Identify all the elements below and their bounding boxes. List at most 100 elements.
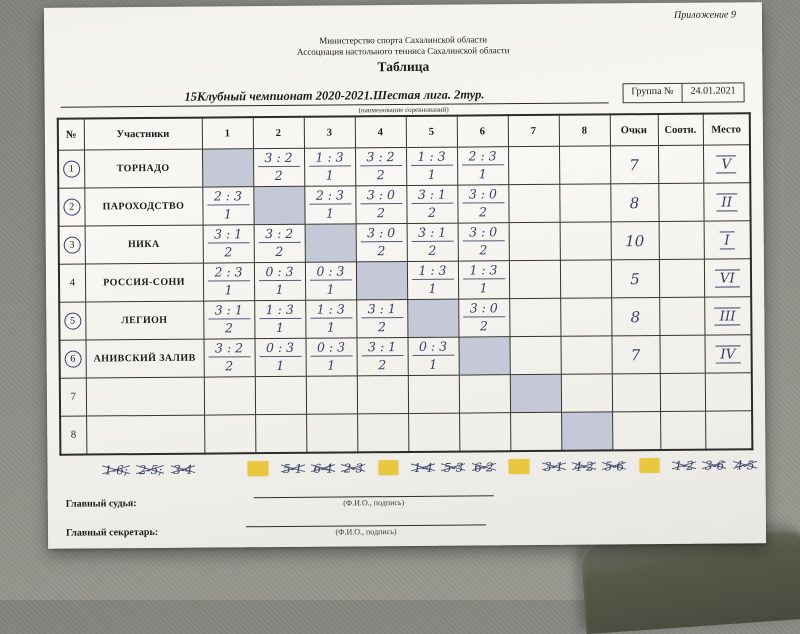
match-score: 1 : 3 — [308, 149, 351, 167]
col-header-round-5: 5 — [405, 115, 457, 148]
ratio-cell — [657, 145, 704, 184]
diagonal-cell — [509, 374, 562, 413]
points-cell: 10 — [610, 221, 659, 260]
place-cell: III — [704, 296, 752, 336]
crossed-out-pair: 1-4 — [413, 460, 433, 475]
row-number-cell: 7 — [59, 378, 87, 417]
row-number-cell: 8 — [60, 416, 87, 455]
crossed-out-pair: 5-6 — [604, 458, 625, 473]
row-number-cell: 1 — [58, 150, 85, 189]
ratio-cell — [659, 373, 706, 412]
diagonal-cell — [202, 148, 254, 188]
schedule-pair-group: 1-2 3-6 4-5 — [673, 458, 755, 473]
col-header-num: № — [57, 118, 85, 151]
match-points: 1 — [325, 167, 334, 183]
col-header-round-7: 7 — [507, 114, 559, 147]
team-name-cell — [85, 377, 205, 417]
col-header-round-2: 2 — [252, 116, 304, 149]
crossed-out-pair: 2-5; — [138, 462, 163, 477]
team-name-cell — [86, 415, 205, 455]
match-score: 3 : 1 — [207, 302, 250, 320]
team-row: 8 — [60, 410, 753, 455]
match-points: 1 — [276, 357, 285, 374]
score-cell — [305, 375, 358, 415]
place-cell: V — [702, 144, 751, 184]
ratio-cell — [660, 411, 706, 450]
match-score: 3 : 1 — [361, 339, 404, 357]
org-header: Министерство спорта Сахалинской области … — [44, 32, 762, 78]
match-score: 3 : 2 — [258, 225, 301, 244]
score-cell — [508, 260, 561, 299]
score-cell — [560, 373, 613, 413]
match-points: 2 — [376, 205, 386, 221]
circled-row-number: 5 — [64, 312, 82, 330]
score-cell — [407, 375, 460, 414]
match-score: 0 : 3 — [258, 263, 301, 282]
col-header-round-4: 4 — [354, 115, 406, 148]
score-cell — [509, 298, 561, 337]
match-points: 1 — [429, 356, 438, 372]
match-score: 1 : 3 — [410, 148, 453, 166]
match-points: 2 — [378, 357, 387, 373]
place-cell: VI — [703, 258, 752, 298]
match-points: 2 — [275, 243, 284, 260]
yellow-highlight-mark — [247, 461, 269, 477]
match-points: 1 — [326, 319, 335, 335]
diagonal-cell — [458, 336, 510, 376]
row-number-cell: 2 — [58, 188, 85, 227]
row-number-cell: 4 — [58, 264, 86, 303]
match-points: 2 — [428, 242, 437, 258]
points-cell — [612, 411, 661, 450]
ratio-cell — [659, 297, 705, 336]
points-cell — [611, 373, 661, 412]
team-name-cell: РОССИЯ-СОНИ — [84, 263, 204, 303]
match-points: 2 — [478, 204, 488, 220]
crossed-out-pair: 4-2 — [574, 459, 594, 474]
score-cell — [356, 375, 409, 414]
match-points: 1 — [327, 357, 336, 373]
place-roman-numeral: I — [719, 230, 735, 250]
diagonal-cell — [304, 223, 356, 263]
place-roman-numeral: III — [714, 306, 741, 326]
score-cell — [560, 335, 612, 375]
match-points: 1 — [275, 319, 284, 336]
match-score: 1 : 3 — [309, 301, 352, 319]
crossed-out-pair: 3-4 — [173, 462, 193, 477]
match-points: 2 — [274, 167, 283, 184]
row-number-cell: 5 — [59, 302, 86, 341]
col-header-round-6: 6 — [456, 115, 508, 148]
col-header-participants: Участники — [83, 117, 203, 151]
team-name-cell: ТОРНАДО — [84, 149, 203, 189]
secretary-signature-caption: (Ф.И.О., подпись) — [335, 526, 397, 537]
match-points: 1 — [224, 282, 233, 298]
match-score: 1 : 3 — [411, 262, 454, 280]
match-points: 1 — [326, 281, 335, 297]
team-name-cell: ПАРОХОДСТВО — [84, 187, 203, 227]
team-row: 7 — [59, 372, 753, 417]
score-cell — [204, 414, 256, 454]
document-title: Таблица — [377, 58, 430, 75]
annex-label: Приложение 9 — [673, 9, 737, 21]
judge-label: Главный судья: — [65, 497, 137, 510]
match-points: 1 — [325, 205, 335, 221]
ratio-cell — [658, 259, 705, 298]
crossed-out-pair: 1-6; — [104, 462, 128, 477]
crossed-out-pair: 6-4 — [313, 461, 333, 476]
schedule-strip: 1-6; 2-5; 3-4 5-1 6-4 2-3 1-4 5-3 6-2 3-1 4-2 5-6 1-… — [63, 457, 755, 478]
